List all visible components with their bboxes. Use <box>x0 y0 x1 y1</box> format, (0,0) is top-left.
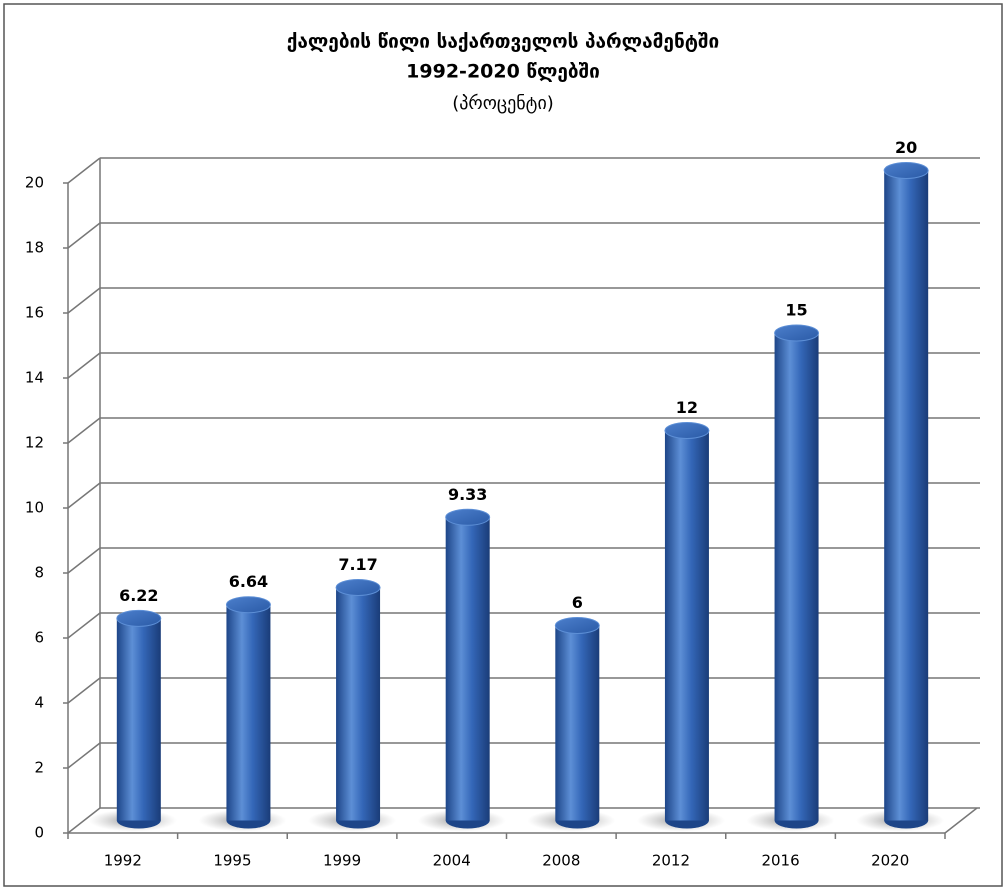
y-tick-label: 16 <box>25 304 44 322</box>
y-tick-label: 6 <box>34 629 44 647</box>
grid-line <box>67 287 101 314</box>
x-tick-label: 2020 <box>871 852 909 870</box>
grid-line <box>67 547 101 574</box>
bar-top <box>335 578 381 596</box>
chart-border <box>3 3 1003 887</box>
grid-line <box>67 612 101 639</box>
x-tick-label: 2008 <box>542 852 580 870</box>
grid-line <box>67 742 101 769</box>
value-label: 9.33 <box>448 485 487 504</box>
grid-line <box>67 417 101 444</box>
bar-top <box>116 609 162 627</box>
unit-note: (პროცენტი) <box>452 93 554 114</box>
x-tick-label: 2004 <box>433 852 471 870</box>
y-tick-label: 12 <box>25 434 44 452</box>
bar <box>116 618 161 821</box>
bar-top <box>774 324 820 342</box>
value-label: 20 <box>895 138 917 157</box>
x-tick-label: 1992 <box>104 852 142 870</box>
value-label: 7.17 <box>338 555 377 574</box>
bar <box>226 604 271 821</box>
grid-line <box>67 222 101 249</box>
bar <box>664 430 709 821</box>
y-tick-label: 20 <box>25 174 44 192</box>
value-label: 6.22 <box>119 586 158 605</box>
grid-line <box>67 807 101 834</box>
value-label: 15 <box>785 301 807 320</box>
x-tick-label: 1999 <box>323 852 361 870</box>
grid-line <box>67 352 101 379</box>
grid-line <box>67 677 101 704</box>
bar-top <box>664 422 710 439</box>
bar <box>336 587 381 821</box>
bar-top <box>883 162 929 179</box>
bar-top <box>225 596 271 614</box>
bar <box>445 517 490 821</box>
chart-title: ქალების წილი საქართველოს პარლამენტში <box>287 31 720 53</box>
x-tick-label: 2016 <box>761 852 799 870</box>
value-label: 6 <box>572 593 583 612</box>
x-tick-label: 1995 <box>213 852 251 870</box>
y-tick-label: 8 <box>34 564 44 582</box>
bar <box>774 333 819 821</box>
x-tick-label: 2012 <box>652 852 690 870</box>
value-label: 6.64 <box>229 572 268 591</box>
y-tick-label: 18 <box>25 239 44 257</box>
y-tick-label: 10 <box>25 499 44 517</box>
bar-top <box>445 508 491 526</box>
bar <box>884 170 929 821</box>
grid-line <box>67 157 101 184</box>
bar-top <box>554 617 600 634</box>
y-tick-label: 4 <box>34 694 44 712</box>
y-tick-label: 0 <box>34 824 44 842</box>
y-tick-label: 2 <box>34 759 44 777</box>
grid-line <box>67 482 101 509</box>
value-label: 12 <box>676 398 698 417</box>
floor-side <box>944 807 978 834</box>
chart-subtitle: 1992-2020 წლებში <box>406 61 600 83</box>
bar <box>555 625 600 821</box>
y-tick-label: 14 <box>25 369 44 387</box>
